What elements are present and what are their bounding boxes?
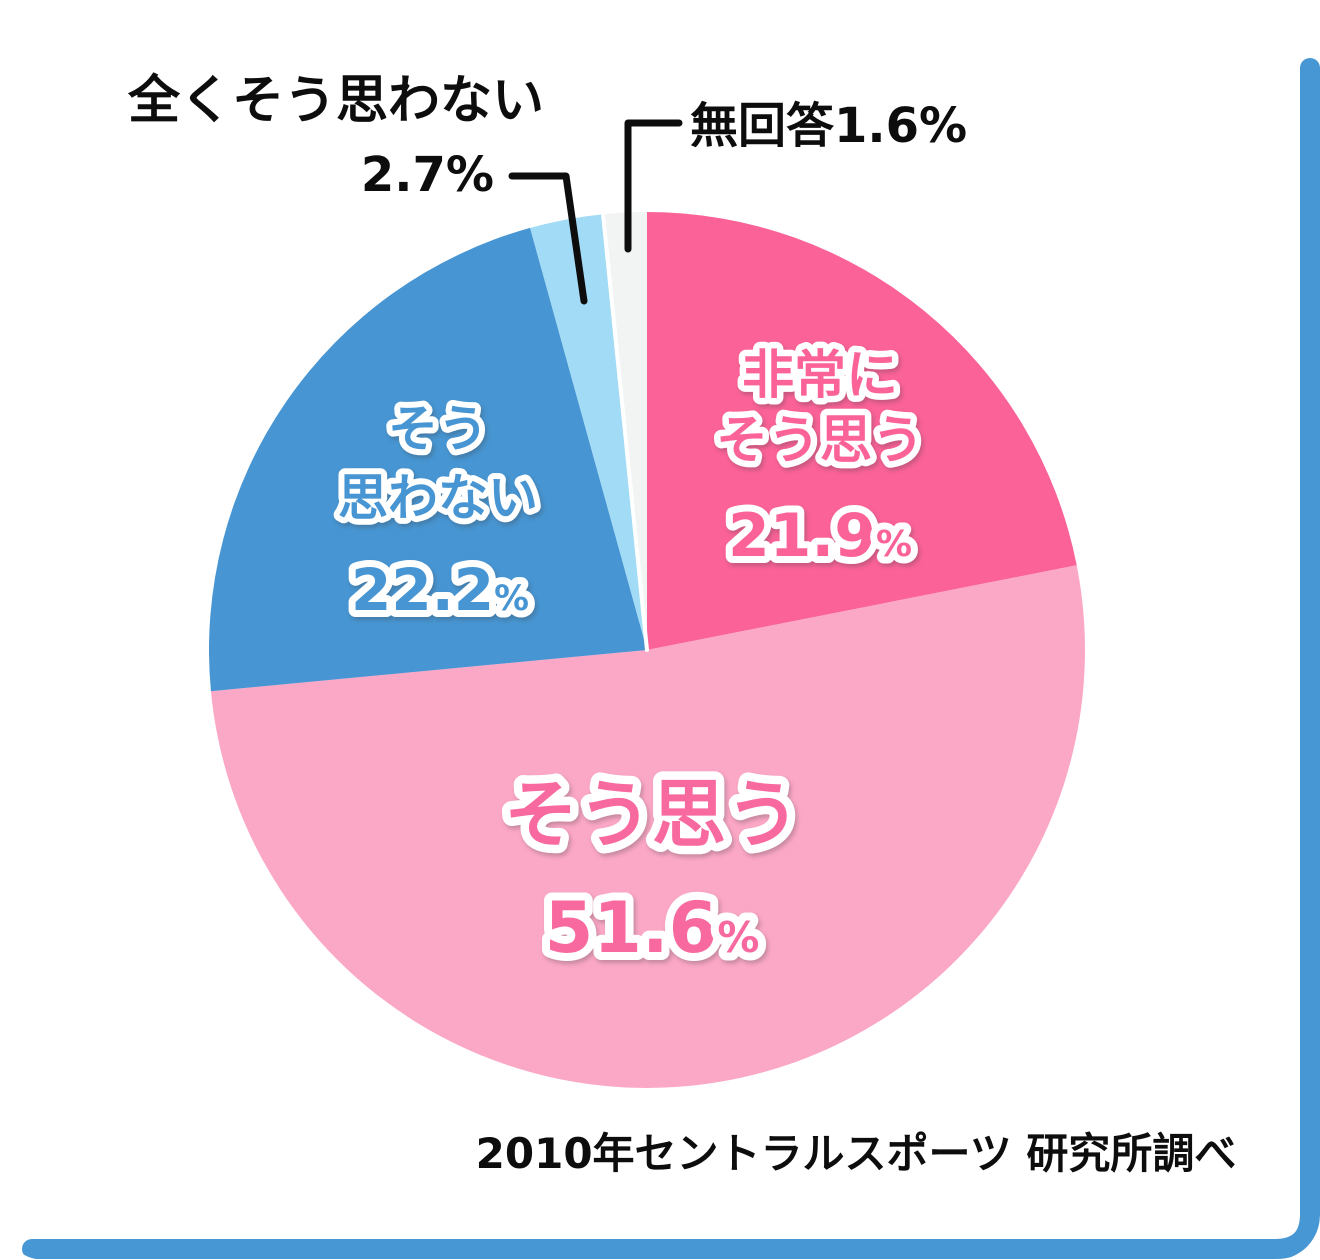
slice-value-agree: 51.6% (545, 887, 760, 969)
slice-value-disagree-number: 22.2 (351, 556, 494, 624)
slice-label-agree: そう思う (504, 772, 800, 858)
slice-label-disagree-line1: そう (388, 400, 488, 458)
leader-line-no-answer (624, 119, 683, 253)
slice-label-strongly-agree-line2: そう思う (716, 411, 924, 471)
pie-chart (208, 212, 1085, 1088)
pie-slice-agree (210, 565, 1085, 1088)
pie-slice-strongly-agree (647, 212, 1077, 650)
slice-value-strongly-agree-percent-sign: % (876, 524, 912, 565)
slice-label-disagree-line2: 思わない (338, 469, 538, 527)
slice-value-disagree-percent-sign: % (494, 579, 529, 619)
slice-label-strongly-agree-line1: 非常に (742, 346, 898, 406)
slice-value-disagree: 22.2% (351, 556, 529, 624)
slice-value-strongly-agree: 21.9% (728, 501, 912, 571)
slice-value-agree-number: 51.6 (545, 887, 718, 969)
label-strongly-disagree: 全くそう思わない (127, 71, 544, 131)
accent-border-stripe (22, 58, 1320, 1259)
value-strongly-disagree: 2.7% (361, 147, 494, 203)
pie-slice-disagree (208, 227, 647, 692)
leader-line-strongly-disagree (508, 172, 588, 305)
pie-slice-strongly-disagree (530, 214, 647, 650)
label-no-answer: 無回答1.6% (690, 98, 967, 154)
slice-separator-line (601, 212, 649, 652)
slice-value-agree-percent-sign: % (717, 913, 759, 962)
source-note: 2010年セントラルスポーツ 研究所調べ (476, 1129, 1237, 1178)
slice-value-strongly-agree-number: 21.9 (728, 501, 876, 571)
